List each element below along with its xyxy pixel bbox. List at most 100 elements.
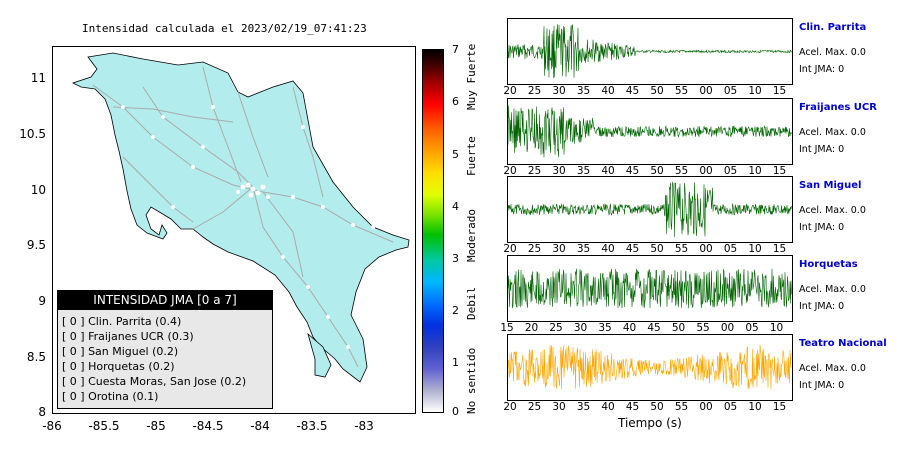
- colorbar-tick: 5: [452, 148, 459, 161]
- waveform-time-ticks: 20 25 30 35 40 45 50 55 00 05 10 15: [500, 165, 800, 177]
- time-axis-label: Tiempo (s): [618, 416, 682, 430]
- waveform-tick-label: 00: [720, 322, 735, 334]
- waveform-tick-label: 50: [650, 243, 664, 255]
- waveform-tick-label: 30: [552, 243, 566, 255]
- station-name[interactable]: Teatro Nacional: [799, 338, 887, 349]
- waveform-tick-label: 25: [527, 165, 542, 177]
- waveform-time-ticks: 15 20 25 30 35 40 45 50 55 00 05 10: [500, 322, 800, 334]
- waveform-tick-label: 25: [549, 322, 563, 334]
- legend-title: INTENSIDAD JMA [0 a 7]: [58, 291, 272, 310]
- waveform-tick-label: 15: [772, 85, 787, 97]
- waveform-panel[interactable]: [507, 98, 793, 165]
- map-title: Intensidad calculada el 2023/02/19_07:41…: [82, 22, 367, 35]
- waveform-tick-label: 45: [625, 401, 640, 413]
- waveform-tick-label: 50: [650, 401, 664, 413]
- waveform-tick-label: 20: [524, 322, 539, 334]
- waveform-tick-label: 05: [745, 322, 759, 334]
- legend-item: [ 0 ] Cuesta Moras, San Jose (0.2): [62, 375, 247, 388]
- road-network: [92, 66, 394, 368]
- intensity-legend: INTENSIDAD JMA [0 a 7] [ 0 ] Clin. Parri…: [57, 290, 273, 409]
- waveform-tick-label: 25: [527, 401, 542, 413]
- colorbar-label-fuerte: Fuerte: [465, 136, 478, 176]
- waveform-panel[interactable]: [507, 176, 793, 243]
- waveform-tick-label: 55: [674, 243, 689, 255]
- waveform-tick-label: 00: [699, 243, 713, 255]
- waveform-tick-label: 55: [674, 401, 689, 413]
- waveform-tick-label: 40: [601, 85, 615, 97]
- map-y-tick: 10.5: [19, 127, 46, 141]
- waveform-panel[interactable]: [507, 18, 793, 85]
- station-name[interactable]: Fraijanes UCR: [799, 102, 877, 113]
- waveform-trace: [508, 181, 792, 237]
- waveform-tick-label: 25: [527, 85, 542, 97]
- station-max-acceleration: Acel. Max. 0.0: [799, 127, 866, 138]
- waveform-tick-label: 05: [723, 165, 738, 177]
- station-max-acceleration: Acel. Max. 0.0: [799, 47, 866, 58]
- station-dots: [121, 105, 375, 349]
- colorbar-label-muy-fuerte: Muy Fuerte: [465, 43, 478, 110]
- waveform-tick-label: 35: [598, 322, 612, 334]
- legend-item: [ 0 ] San Miguel (0.2): [62, 345, 179, 358]
- waveform-time-ticks: 20 25 30 35 40 45 50 55 00 05 10 15: [500, 401, 800, 413]
- waveform-tick-label: 50: [671, 322, 686, 334]
- waveform-tick-label: 25: [527, 243, 542, 255]
- colorbar-tick: 1: [452, 356, 459, 369]
- waveform-tick-label: 55: [696, 322, 710, 334]
- map-y-tick: 8.5: [26, 350, 46, 364]
- waveform-tick-label: 40: [601, 165, 615, 177]
- legend-item: [ 0 ] Clin. Parrita (0.4): [62, 315, 182, 328]
- waveform-tick-label: 30: [573, 322, 588, 334]
- waveform-panel[interactable]: [507, 255, 793, 322]
- waveform-tick-label: 50: [650, 165, 664, 177]
- colorbar-label-moderado: Moderado: [465, 209, 478, 262]
- waveform-tick-label: 45: [647, 322, 661, 334]
- waveform-tick-label: 20: [503, 165, 517, 177]
- station-max-acceleration: Acel. Max. 0.0: [799, 205, 866, 216]
- station-name[interactable]: Horquetas: [799, 259, 858, 270]
- legend-item: [ 0 ] Fraijanes UCR (0.3): [62, 330, 194, 343]
- costa-rica-landmass: [71, 52, 410, 383]
- station-name[interactable]: San Miguel: [799, 180, 862, 191]
- waveform-tick-label: 10: [748, 165, 762, 177]
- waveform-trace: [508, 268, 792, 309]
- waveform-tick-label: 05: [723, 401, 738, 413]
- waveform-tick-label: 45: [625, 165, 640, 177]
- station-max-acceleration: Acel. Max. 0.0: [799, 363, 866, 374]
- waveform-tick-label: 10: [748, 243, 762, 255]
- colorbar-label-debil: Debil: [465, 286, 478, 320]
- station-jma-intensity: Int JMA: 0: [799, 144, 845, 155]
- map-y-tick: 11: [30, 71, 46, 85]
- waveform-tick-label: 20: [503, 401, 517, 413]
- waveform-tick-label: 30: [552, 85, 566, 97]
- legend-item: [ 0 ] Horquetas (0.2): [62, 360, 175, 373]
- waveform-tick-label: 40: [622, 322, 637, 334]
- waveform-tick-label: 55: [674, 85, 689, 97]
- map-svg: [71, 52, 410, 383]
- waveform-tick-label: 15: [772, 243, 787, 255]
- station-name[interactable]: Clin. Parrita: [799, 22, 867, 33]
- waveform-trace: [508, 344, 792, 390]
- colorbar-tick: 3: [452, 252, 459, 265]
- waveform-tick-label: 15: [500, 322, 514, 334]
- map-y-tick: 9: [38, 294, 46, 308]
- waveform-tick-label: 55: [674, 165, 689, 177]
- intensity-colorbar: [422, 49, 444, 413]
- waveform-tick-label: 10: [748, 85, 762, 97]
- waveform-tick-label: 00: [699, 165, 713, 177]
- map-y-tick: 9.5: [26, 238, 46, 252]
- osa-peninsula: [307, 332, 332, 378]
- waveform-tick-label: 15: [772, 401, 787, 413]
- waveform-tick-label: 45: [625, 85, 640, 97]
- station-max-acceleration: Acel. Max. 0.0: [799, 284, 866, 295]
- waveform-tick-label: 00: [699, 401, 713, 413]
- waveform-time-ticks: 20 25 30 35 40 45 50 55 00 05 10 15: [500, 85, 800, 97]
- waveform-tick-label: 35: [576, 165, 591, 177]
- waveform-trace: [508, 24, 792, 79]
- waveform-tick-label: 30: [552, 401, 566, 413]
- station-jma-intensity: Int JMA: 0: [799, 222, 845, 233]
- waveform-panel[interactable]: [507, 334, 793, 401]
- waveform-tick-label: 40: [601, 243, 615, 255]
- colorbar-tick: 4: [452, 200, 459, 213]
- waveform-tick-label: 00: [699, 85, 713, 97]
- waveform-tick-label: 20: [503, 243, 517, 255]
